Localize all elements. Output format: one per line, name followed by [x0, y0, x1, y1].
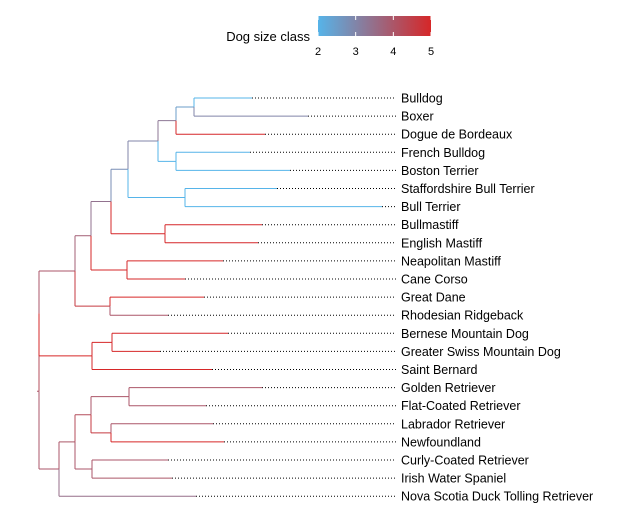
leaf-label-n_bullterrier: Bull Terrier: [401, 200, 461, 214]
leaf-label-n_bernese: Bernese Mountain Dog: [401, 327, 529, 341]
leaf-label-n_greatdane: Great Dane: [401, 291, 466, 305]
leaf-label-n_greaterswiss: Greater Swiss Mountain Dog: [401, 345, 561, 359]
leaf-label-n_cane: Cane Corso: [401, 273, 468, 287]
leaf-label-n_curly: Curly-Coated Retriever: [401, 454, 529, 468]
leaf-label-n_nova: Nova Scotia Duck Tolling Retriever: [401, 490, 593, 504]
leaf-label-n_french: French Bulldog: [401, 146, 485, 160]
leaf-label-n_neapolitan: Neapolitan Mastiff: [401, 254, 501, 268]
legend-tick-label-4: 4: [390, 46, 396, 58]
legend-ticks: 2 3 4 5: [315, 16, 434, 58]
legend-tick-label-3: 3: [353, 46, 359, 58]
leaf-label-n_labrador: Labrador Retriever: [401, 417, 505, 431]
leaf-label-n_english: English Mastiff: [401, 236, 483, 250]
leaf-label-n_staff: Staffordshire Bull Terrier: [401, 182, 535, 196]
legend-colorbar: [318, 16, 431, 36]
leaf-label-n_irish: Irish Water Spaniel: [401, 472, 506, 486]
leaf-label-n_flat: Flat-Coated Retriever: [401, 399, 521, 413]
leaf-label-n_bullmastiff: Bullmastiff: [401, 218, 459, 232]
legend-tick-label-5: 5: [428, 46, 434, 58]
leaf-label-n_rhodesian: Rhodesian Ridgeback: [401, 309, 524, 323]
leaf-label-n_boston: Boston Terrier: [401, 164, 479, 178]
legend-title: Dog size class: [226, 29, 310, 44]
leaf-label-n_dogue: Dogue de Bordeaux: [401, 128, 513, 142]
dendrogram-tree: [37, 97, 396, 497]
leaf-label-n_bulldog: Bulldog: [401, 92, 443, 106]
legend-tick-label-2: 2: [315, 46, 321, 58]
color-legend: Dog size class 2 3 4 5: [226, 16, 434, 58]
leaf-label-n_golden: Golden Retriever: [401, 381, 496, 395]
leaf-label-n_newfoundland: Newfoundland: [401, 435, 481, 449]
leaf-label-n_boxer: Boxer: [401, 110, 434, 124]
leaf-label-n_saint: Saint Bernard: [401, 363, 477, 377]
leaf-labels: Bulldog Boxer Dogue de Bordeaux French Bull…: [401, 92, 593, 504]
